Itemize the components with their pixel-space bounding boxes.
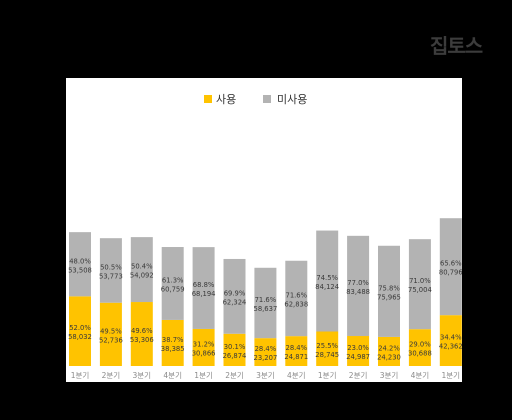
- used-percent-label: 24.2%: [378, 344, 400, 352]
- unused-percent-label: 61.3%: [162, 276, 184, 284]
- unused-percent-label: 75.8%: [378, 284, 400, 292]
- used-value-label: 24,987: [346, 353, 370, 361]
- x-tick-label: 2분기: [102, 371, 121, 380]
- used-value-label: 58,032: [68, 333, 92, 341]
- used-percent-label: 49.6%: [131, 327, 153, 335]
- bar-unused-1: [69, 232, 91, 297]
- x-tick-label: 3분기: [133, 371, 152, 380]
- bar-unused-12: [408, 239, 431, 330]
- x-tick-label: 1분기: [194, 371, 213, 380]
- bar-unused-11: [378, 245, 400, 337]
- used-value-label: 38,385: [161, 345, 185, 353]
- bar-used-11: [378, 336, 400, 366]
- unused-value-label: 60,759: [161, 285, 185, 293]
- legend-swatch-unused: [263, 95, 271, 103]
- used-percent-label: 31.2%: [193, 340, 215, 348]
- used-value-label: 30,866: [192, 349, 216, 357]
- used-value-label: 28,745: [315, 351, 339, 359]
- bar-used-12: [408, 329, 431, 366]
- unused-percent-label: 71.0%: [409, 277, 431, 285]
- x-tick-label: 4분기: [411, 371, 430, 380]
- bar-used-4: [161, 319, 184, 366]
- x-tick-label: 1분기: [318, 371, 337, 380]
- legend-label-used: 사용: [216, 93, 236, 106]
- x-tick-label: 2분기: [225, 371, 244, 380]
- x-tick-label: 3분기: [256, 371, 275, 380]
- used-value-label: 30,688: [408, 350, 432, 358]
- bar-unused-13: [439, 218, 462, 316]
- legend-label-unused: 미사용: [277, 93, 307, 106]
- bar-used-7: [254, 338, 277, 366]
- legend-swatch-used: [204, 95, 212, 103]
- used-percent-label: 52.0%: [69, 324, 91, 332]
- watermark-logo: 집토스: [430, 34, 483, 58]
- unused-value-label: 53,773: [99, 272, 123, 280]
- bar-unused-7: [254, 267, 277, 339]
- unused-value-label: 80,796: [439, 269, 462, 277]
- bar-unused-8: [285, 260, 308, 337]
- unused-value-label: 84,124: [315, 283, 339, 291]
- unused-percent-label: 77.0%: [347, 279, 369, 287]
- used-value-label: 52,736: [99, 336, 123, 344]
- used-percent-label: 25.5%: [316, 342, 338, 350]
- unused-percent-label: 69.9%: [224, 289, 246, 297]
- bar-unused-6: [223, 258, 246, 334]
- used-percent-label: 38.7%: [162, 336, 184, 344]
- bar-used-2: [99, 302, 122, 366]
- used-percent-label: 23.0%: [347, 344, 369, 352]
- used-value-label: 53,306: [130, 336, 154, 344]
- unused-percent-label: 68.8%: [193, 281, 215, 289]
- unused-value-label: 62,324: [223, 298, 247, 306]
- chart-area: 사용 미사용 48.0% 53,508 52.0% 58,032 1분기 50.5% 53,77…: [66, 78, 462, 382]
- unused-value-label: 68,194: [192, 290, 216, 298]
- bar-unused-2: [99, 238, 122, 303]
- bar-used-8: [285, 336, 308, 366]
- unused-value-label: 83,488: [346, 288, 370, 296]
- x-tick-label: 2분기: [349, 371, 368, 380]
- unused-value-label: 54,092: [130, 272, 154, 280]
- bar-used-10: [347, 336, 370, 366]
- used-value-label: 26,874: [223, 352, 247, 360]
- unused-percent-label: 74.5%: [316, 274, 338, 282]
- unused-percent-label: 48.0%: [69, 257, 91, 265]
- unused-percent-label: 50.5%: [100, 263, 122, 271]
- x-tick-label: 3분기: [380, 371, 399, 380]
- unused-percent-label: 65.6%: [440, 260, 462, 268]
- x-tick-label: 4분기: [287, 371, 306, 380]
- x-tick-label: 1분기: [71, 371, 90, 380]
- unused-value-label: 53,508: [68, 266, 92, 274]
- used-percent-label: 28.4%: [286, 344, 308, 352]
- bar-unused-4: [161, 247, 184, 320]
- bar-unused-3: [130, 237, 153, 303]
- unused-percent-label: 71.6%: [286, 291, 308, 299]
- bar-used-13: [439, 315, 462, 366]
- unused-value-label: 75,965: [377, 293, 401, 301]
- bar-used-3: [130, 302, 153, 366]
- used-value-label: 23,207: [254, 354, 278, 362]
- unused-percent-label: 50.4%: [131, 263, 153, 271]
- used-value-label: 24,871: [284, 353, 308, 361]
- bar-used-6: [223, 333, 246, 366]
- bar-used-1: [69, 296, 91, 366]
- bar-unused-9: [316, 230, 339, 332]
- used-value-label: 42,362: [439, 343, 462, 351]
- bar-unused-10: [347, 235, 370, 337]
- used-percent-label: 49.5%: [100, 327, 122, 335]
- unused-value-label: 75,004: [408, 286, 432, 294]
- used-percent-label: 29.0%: [409, 341, 431, 349]
- x-tick-label: 4분기: [163, 371, 182, 380]
- bar-unused-5: [192, 247, 215, 329]
- unused-value-label: 58,637: [254, 305, 278, 313]
- bar-used-9: [316, 331, 339, 366]
- bar-used-5: [192, 328, 215, 366]
- used-percent-label: 34.4%: [440, 334, 462, 342]
- unused-value-label: 62,838: [284, 300, 308, 308]
- used-percent-label: 30.1%: [224, 343, 246, 351]
- used-percent-label: 28.4%: [255, 345, 277, 353]
- stacked-bar-chart: 사용 미사용 48.0%53,508 52.0%58,032 1분기 50.5%53,77…: [68, 93, 462, 380]
- x-tick-label: 1분기: [442, 371, 461, 380]
- used-value-label: 24,230: [377, 353, 401, 361]
- unused-percent-label: 71.6%: [255, 296, 277, 304]
